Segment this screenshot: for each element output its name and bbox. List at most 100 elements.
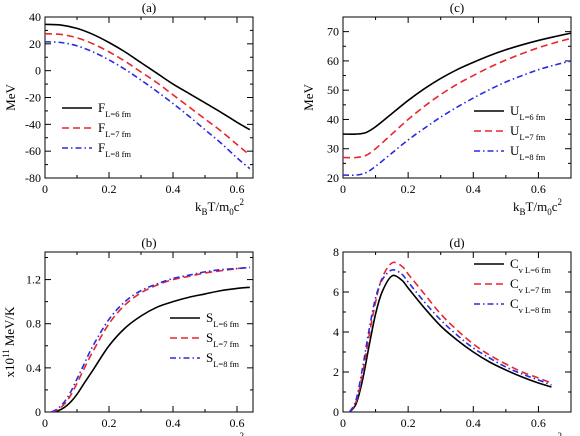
legend-entry: Cv L=8 fm <box>510 296 551 315</box>
panel-c: (c)0 0.2 0.4 0.6203040506070MeVkBT/m0c2UL=6… <box>301 0 572 217</box>
x-axis-label-k: k <box>195 433 202 436</box>
x-axis-label-k: k <box>195 199 202 214</box>
y-tick-label: -40 <box>25 117 41 131</box>
x-axis-label-c: c <box>552 433 558 436</box>
legend-subscript: L=8 fm <box>213 359 239 369</box>
series-line-c-2 <box>343 60 571 177</box>
y-tick-label: 8 <box>333 245 339 259</box>
x-tick-label: 0.2 <box>401 416 416 430</box>
y-tick-label: 50 <box>327 83 339 97</box>
x-axis-label-mid: T/m <box>526 199 548 214</box>
series-line-c-1 <box>343 37 571 159</box>
panel-label-b: (b) <box>141 235 156 250</box>
x-tick-label: 0.6 <box>230 182 245 196</box>
y-tick-label: 60 <box>327 54 339 68</box>
y-tick-label: 0 <box>35 405 41 419</box>
y-tick-label: 6 <box>333 285 339 299</box>
legend-entry: FL=6 fm <box>98 100 131 119</box>
legend-symbol: U <box>510 143 520 158</box>
legend-entry: SL=6 fm <box>206 310 239 329</box>
x-axis-label-k: k <box>513 199 520 214</box>
y-axis-label: MeV <box>3 84 18 111</box>
y-tick-label: 0.8 <box>26 317 41 331</box>
legend-symbol: F <box>98 120 105 135</box>
series-line-a-1 <box>45 32 251 156</box>
y-tick-label: -80 <box>25 171 41 185</box>
y-tick-label: -20 <box>25 91 41 105</box>
y-tick-label: 0 <box>333 405 339 419</box>
x-tick-label: 0.4 <box>166 182 181 196</box>
x-tick-label: 0.6 <box>531 416 546 430</box>
panel-label-c: (c) <box>450 0 464 15</box>
x-tick-label: 0.6 <box>230 416 245 430</box>
y-tick-label: 4 <box>333 325 339 339</box>
legend-symbol: F <box>98 100 105 115</box>
legend-entry: UL=7 fm <box>510 123 546 142</box>
y-tick-label: 30 <box>327 142 339 156</box>
series-line-c-0 <box>343 32 571 135</box>
legend-entry: UL=6 fm <box>510 103 546 122</box>
legend-symbol: C <box>510 296 519 311</box>
plot-frame <box>342 16 572 179</box>
legend-subscript: L=7 fm <box>105 129 131 139</box>
series-line-b-0 <box>51 286 250 412</box>
panel-label-d: (d) <box>449 235 464 250</box>
x-axis-label-sub-0: 0 <box>547 207 552 217</box>
y-tick-label: 40 <box>29 10 41 24</box>
x-tick-label: 0.2 <box>401 182 416 196</box>
legend-entry: FL=7 fm <box>98 120 131 139</box>
series-line-a-2 <box>45 41 251 170</box>
legend-symbol: C <box>510 276 519 291</box>
x-axis-label: kBT/m0c2 <box>513 431 562 436</box>
x-axis-label-sub-0: 0 <box>229 207 234 217</box>
y-tick-label: 20 <box>327 171 339 185</box>
x-tick-label: 0.4 <box>466 416 481 430</box>
y-axis-label: MeV <box>301 84 316 111</box>
legend-subscript: L=6 fm <box>213 319 239 329</box>
x-axis-label: kBT/m0c2 <box>195 431 244 436</box>
legend-symbol: U <box>510 123 520 138</box>
legend-symbol: S <box>206 350 213 365</box>
legend-subscript: v L=6 fm <box>519 265 552 275</box>
x-axis-label-mid: T/m <box>208 199 230 214</box>
legend-entry: SL=8 fm <box>206 350 239 369</box>
legend-subscript: L=8 fm <box>519 152 545 162</box>
legend-symbol: F <box>98 140 105 155</box>
x-tick-label: 0.2 <box>102 182 117 196</box>
legend-symbol: U <box>510 103 520 118</box>
plot-frame <box>44 251 254 413</box>
legend-subscript: L=7 fm <box>519 132 545 142</box>
y-tick-label: 0 <box>35 64 41 78</box>
x-axis-label-c: c <box>552 199 558 214</box>
y-tick-label: 40 <box>327 112 339 126</box>
x-axis-label-sub-b: B <box>202 207 208 217</box>
y-tick-label: 0.4 <box>26 361 41 375</box>
x-tick-label: 0 <box>42 182 48 196</box>
legend-symbol: S <box>206 310 213 325</box>
legend-entry: UL=8 fm <box>510 143 546 162</box>
x-tick-label: 0.2 <box>102 416 117 430</box>
legend-subscript: L=6 fm <box>519 112 545 122</box>
panel-a: (a)0 0.2 0.4 0.6-80-60-40-2002040MeVkBT/m0c… <box>3 0 254 217</box>
legend-subscript: L=6 fm <box>105 109 131 119</box>
x-tick-label: 0.4 <box>166 416 181 430</box>
series-line-d-0 <box>348 274 552 412</box>
y-axis-label-unit: MeV/K <box>2 306 17 346</box>
x-tick-label: 0.6 <box>531 182 546 196</box>
legend-subscript: L=8 fm <box>105 149 131 159</box>
legend-entry: SL=7 fm <box>206 330 239 349</box>
x-tick-label: 0.4 <box>466 182 481 196</box>
legend-subscript: v L=8 fm <box>519 305 552 315</box>
x-axis-label-sub-b: B <box>520 207 526 217</box>
x-axis-label-mid: T/m <box>526 433 548 436</box>
legend-subscript: L=7 fm <box>213 339 239 349</box>
y-axis-label: x1011 MeV/K <box>1 306 17 378</box>
x-tick-label: 0 <box>42 416 48 430</box>
plot-frame <box>44 16 254 179</box>
panel-label-a: (a) <box>142 0 156 15</box>
